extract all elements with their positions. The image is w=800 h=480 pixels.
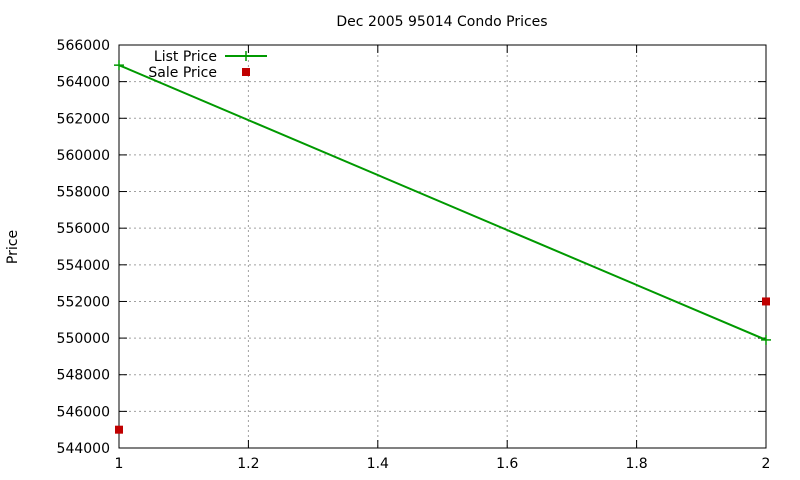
data-point [114, 60, 124, 71]
series-1 [115, 297, 770, 434]
y-tick-label: 556000 [57, 221, 110, 237]
series-line [118, 64, 767, 341]
data-point [115, 425, 123, 434]
data-point [761, 334, 771, 345]
y-tick-label: 544000 [57, 441, 110, 457]
legend-marker [242, 68, 250, 76]
y-tick-label: 560000 [57, 148, 110, 164]
legend-label: Sale Price [148, 65, 217, 81]
x-tick-label: 1.6 [496, 456, 518, 472]
y-tick-label: 562000 [57, 111, 110, 127]
x-tick-label: 2 [762, 456, 771, 472]
legend-label: List Price [154, 49, 217, 65]
x-tick-label: 1.2 [237, 456, 259, 472]
x-tick-label: 1.4 [367, 456, 389, 472]
y-tick-label: 550000 [57, 331, 110, 347]
y-tick-label: 564000 [57, 75, 110, 91]
tick-labels: 544000 546000 548000 550000 552000 554000 5560… [57, 38, 771, 472]
grid [119, 45, 766, 448]
y-tick-label: 566000 [57, 38, 110, 54]
y-tick-label: 548000 [57, 368, 110, 384]
x-tick-label: 1.8 [625, 456, 647, 472]
y-axis-label: Price [5, 230, 21, 264]
y-tick-label: 554000 [57, 258, 110, 274]
series [114, 60, 771, 434]
data-point [762, 297, 770, 306]
legend-entry: Sale Price [148, 65, 250, 81]
legend-entry: List Price [154, 49, 267, 65]
y-tick-label: 558000 [57, 185, 110, 201]
plot-frame [118, 44, 767, 449]
legend-marker [241, 51, 251, 61]
series-0 [114, 60, 771, 345]
y-tick-label: 546000 [57, 404, 110, 420]
y-tick-label: 552000 [57, 294, 110, 310]
x-tick-label: 1 [115, 456, 124, 472]
chart-title: Dec 2005 95014 Condo Prices [336, 14, 547, 30]
